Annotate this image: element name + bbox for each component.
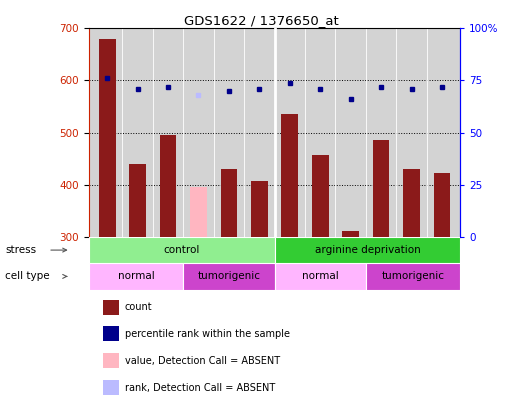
Bar [89,263,183,290]
Text: percentile rank within the sample: percentile rank within the sample [124,329,290,339]
Bar [99,39,116,237]
Text: arginine deprivation: arginine deprivation [314,245,420,255]
Bar [160,135,176,237]
Text: tumorigenic: tumorigenic [382,271,445,281]
Bar [103,353,119,368]
Text: tumorigenic: tumorigenic [197,271,260,281]
Text: rank, Detection Call = ABSENT: rank, Detection Call = ABSENT [124,383,275,392]
Text: cell type: cell type [5,271,50,281]
Bar [129,164,146,237]
Bar [373,141,390,237]
Bar [89,237,275,263]
Text: count: count [124,302,152,312]
Bar [342,231,359,237]
Bar [275,237,460,263]
Bar [281,114,298,237]
Bar [403,169,420,237]
Text: GDS1622 / 1376650_at: GDS1622 / 1376650_at [184,14,339,27]
Bar [434,173,450,237]
Bar [183,263,275,290]
Text: normal: normal [302,271,338,281]
Bar [190,188,207,237]
Bar [275,263,366,290]
Bar [103,326,119,341]
Text: value, Detection Call = ABSENT: value, Detection Call = ABSENT [124,356,280,366]
Bar [312,155,328,237]
Bar [103,380,119,395]
Text: stress: stress [5,245,37,255]
Bar [103,300,119,315]
Bar [251,181,268,237]
Bar [221,169,237,237]
Text: control: control [164,245,200,255]
Bar [366,263,460,290]
Text: normal: normal [118,271,154,281]
